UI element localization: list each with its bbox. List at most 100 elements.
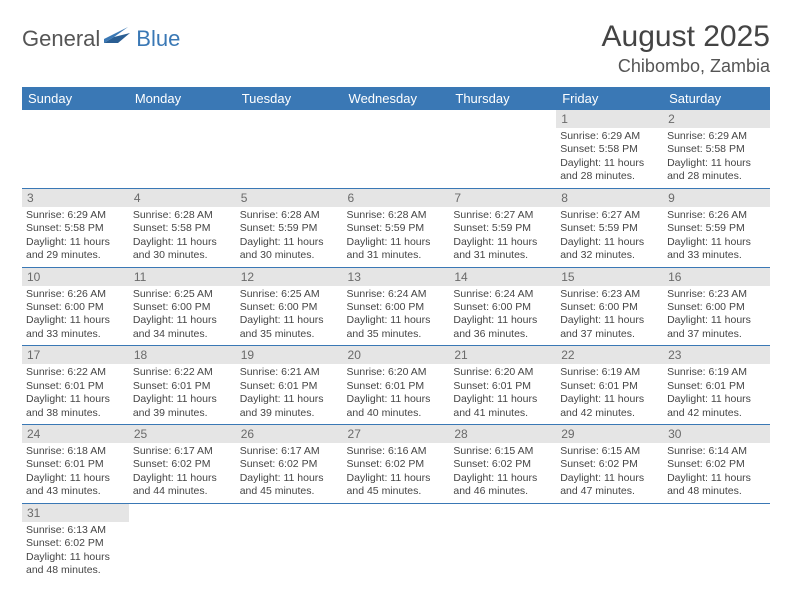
calendar-cell: 17Sunrise: 6:22 AMSunset: 6:01 PMDayligh… [22,346,129,425]
day-number: 11 [129,268,236,286]
day-number: 15 [556,268,663,286]
day-number: 20 [343,346,450,364]
day-details: Sunrise: 6:15 AMSunset: 6:02 PMDaylight:… [556,443,663,503]
calendar-cell: 2Sunrise: 6:29 AMSunset: 5:58 PMDaylight… [663,110,770,188]
day-number: 28 [449,425,556,443]
calendar-cell: 1Sunrise: 6:29 AMSunset: 5:58 PMDaylight… [556,110,663,188]
calendar-cell-empty [343,110,450,188]
day-details: Sunrise: 6:16 AMSunset: 6:02 PMDaylight:… [343,443,450,503]
logo-text-blue: Blue [136,26,180,52]
day-details: Sunrise: 6:23 AMSunset: 6:00 PMDaylight:… [663,286,770,346]
header-bar: General Blue August 2025 Chibombo, Zambi… [22,20,770,77]
day-details: Sunrise: 6:15 AMSunset: 6:02 PMDaylight:… [449,443,556,503]
day-number: 25 [129,425,236,443]
logo: General Blue [22,26,180,52]
day-number: 24 [22,425,129,443]
calendar-cell: 20Sunrise: 6:20 AMSunset: 6:01 PMDayligh… [343,346,450,425]
calendar-cell-empty [236,110,343,188]
page-title: August 2025 [602,20,770,54]
day-number: 26 [236,425,343,443]
day-number: 17 [22,346,129,364]
day-details: Sunrise: 6:29 AMSunset: 5:58 PMDaylight:… [556,128,663,188]
day-details: Sunrise: 6:21 AMSunset: 6:01 PMDaylight:… [236,364,343,424]
day-details: Sunrise: 6:28 AMSunset: 5:59 PMDaylight:… [236,207,343,267]
day-details: Sunrise: 6:26 AMSunset: 5:59 PMDaylight:… [663,207,770,267]
day-number: 29 [556,425,663,443]
calendar-cell-empty [449,503,556,581]
calendar-cell: 29Sunrise: 6:15 AMSunset: 6:02 PMDayligh… [556,425,663,504]
day-details: Sunrise: 6:19 AMSunset: 6:01 PMDaylight:… [556,364,663,424]
calendar-cell: 21Sunrise: 6:20 AMSunset: 6:01 PMDayligh… [449,346,556,425]
day-details: Sunrise: 6:22 AMSunset: 6:01 PMDaylight:… [22,364,129,424]
day-details: Sunrise: 6:17 AMSunset: 6:02 PMDaylight:… [129,443,236,503]
calendar-cell-empty [556,503,663,581]
day-details: Sunrise: 6:28 AMSunset: 5:58 PMDaylight:… [129,207,236,267]
title-block: August 2025 Chibombo, Zambia [602,20,770,77]
calendar-cell: 28Sunrise: 6:15 AMSunset: 6:02 PMDayligh… [449,425,556,504]
calendar-cell: 25Sunrise: 6:17 AMSunset: 6:02 PMDayligh… [129,425,236,504]
day-number: 27 [343,425,450,443]
day-details: Sunrise: 6:20 AMSunset: 6:01 PMDaylight:… [343,364,450,424]
calendar-row: 24Sunrise: 6:18 AMSunset: 6:01 PMDayligh… [22,425,770,504]
weekday-header: Sunday [22,87,129,110]
weekday-header: Monday [129,87,236,110]
day-details: Sunrise: 6:19 AMSunset: 6:01 PMDaylight:… [663,364,770,424]
calendar-cell-empty [343,503,450,581]
day-details: Sunrise: 6:27 AMSunset: 5:59 PMDaylight:… [449,207,556,267]
weekday-header-row: SundayMondayTuesdayWednesdayThursdayFrid… [22,87,770,110]
day-details: Sunrise: 6:23 AMSunset: 6:00 PMDaylight:… [556,286,663,346]
day-details: Sunrise: 6:22 AMSunset: 6:01 PMDaylight:… [129,364,236,424]
location-label: Chibombo, Zambia [602,56,770,77]
calendar-cell: 24Sunrise: 6:18 AMSunset: 6:01 PMDayligh… [22,425,129,504]
calendar-cell: 4Sunrise: 6:28 AMSunset: 5:58 PMDaylight… [129,188,236,267]
day-details: Sunrise: 6:29 AMSunset: 5:58 PMDaylight:… [22,207,129,267]
day-number: 9 [663,189,770,207]
calendar-cell: 22Sunrise: 6:19 AMSunset: 6:01 PMDayligh… [556,346,663,425]
day-details: Sunrise: 6:29 AMSunset: 5:58 PMDaylight:… [663,128,770,188]
day-number: 31 [22,504,129,522]
day-details: Sunrise: 6:24 AMSunset: 6:00 PMDaylight:… [343,286,450,346]
day-number: 19 [236,346,343,364]
calendar-cell-empty [236,503,343,581]
day-number: 23 [663,346,770,364]
day-number: 8 [556,189,663,207]
calendar-cell: 30Sunrise: 6:14 AMSunset: 6:02 PMDayligh… [663,425,770,504]
day-details: Sunrise: 6:13 AMSunset: 6:02 PMDaylight:… [22,522,129,582]
calendar-cell-empty [129,110,236,188]
calendar-cell: 27Sunrise: 6:16 AMSunset: 6:02 PMDayligh… [343,425,450,504]
day-details: Sunrise: 6:14 AMSunset: 6:02 PMDaylight:… [663,443,770,503]
weekday-header: Saturday [663,87,770,110]
day-number: 5 [236,189,343,207]
calendar-cell: 13Sunrise: 6:24 AMSunset: 6:00 PMDayligh… [343,267,450,346]
calendar-cell: 6Sunrise: 6:28 AMSunset: 5:59 PMDaylight… [343,188,450,267]
logo-flag-icon [104,27,132,45]
calendar-row: 3Sunrise: 6:29 AMSunset: 5:58 PMDaylight… [22,188,770,267]
calendar-cell: 9Sunrise: 6:26 AMSunset: 5:59 PMDaylight… [663,188,770,267]
calendar-row: 31Sunrise: 6:13 AMSunset: 6:02 PMDayligh… [22,503,770,581]
day-number: 6 [343,189,450,207]
weekday-header: Wednesday [343,87,450,110]
day-number: 4 [129,189,236,207]
day-details: Sunrise: 6:24 AMSunset: 6:00 PMDaylight:… [449,286,556,346]
calendar-table: SundayMondayTuesdayWednesdayThursdayFrid… [22,87,770,582]
day-number: 12 [236,268,343,286]
day-number: 16 [663,268,770,286]
day-number: 21 [449,346,556,364]
weekday-header: Friday [556,87,663,110]
day-number: 13 [343,268,450,286]
calendar-body: 1Sunrise: 6:29 AMSunset: 5:58 PMDaylight… [22,110,770,582]
calendar-cell-empty [22,110,129,188]
calendar-cell-empty [663,503,770,581]
day-details: Sunrise: 6:25 AMSunset: 6:00 PMDaylight:… [236,286,343,346]
calendar-cell-empty [449,110,556,188]
calendar-row: 10Sunrise: 6:26 AMSunset: 6:00 PMDayligh… [22,267,770,346]
calendar-cell: 18Sunrise: 6:22 AMSunset: 6:01 PMDayligh… [129,346,236,425]
day-number: 3 [22,189,129,207]
day-number: 14 [449,268,556,286]
calendar-cell: 7Sunrise: 6:27 AMSunset: 5:59 PMDaylight… [449,188,556,267]
day-details: Sunrise: 6:27 AMSunset: 5:59 PMDaylight:… [556,207,663,267]
calendar-cell: 12Sunrise: 6:25 AMSunset: 6:00 PMDayligh… [236,267,343,346]
day-number: 22 [556,346,663,364]
day-number: 30 [663,425,770,443]
calendar-cell: 5Sunrise: 6:28 AMSunset: 5:59 PMDaylight… [236,188,343,267]
